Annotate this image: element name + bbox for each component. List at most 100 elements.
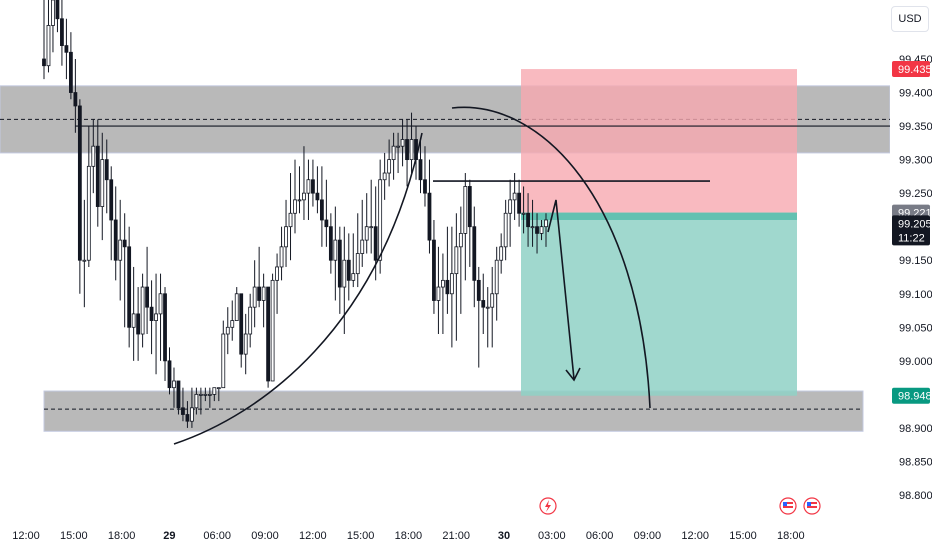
price-tick-label: 99.300	[899, 155, 932, 167]
candle	[270, 273, 275, 382]
candle	[409, 112, 414, 174]
candle	[225, 307, 230, 355]
lightning-event-icon[interactable]	[539, 497, 557, 515]
candle	[454, 213, 459, 341]
candle	[503, 199, 508, 261]
candle	[207, 387, 212, 408]
candle	[230, 300, 235, 341]
candle	[275, 253, 279, 314]
stop-loss-area[interactable]	[521, 69, 797, 213]
time-tick-label: 15:00	[60, 530, 88, 542]
take-profit-area[interactable]	[521, 212, 797, 396]
candle	[158, 273, 163, 361]
candle	[463, 173, 468, 281]
candle	[328, 213, 333, 274]
candle	[82, 199, 87, 308]
candle	[517, 179, 522, 227]
candle	[423, 146, 427, 207]
candle	[499, 233, 504, 274]
candle	[396, 132, 400, 174]
candle	[490, 266, 495, 348]
candle	[436, 246, 441, 335]
candle	[526, 193, 530, 247]
candle	[405, 119, 409, 187]
candle	[337, 226, 342, 314]
candle	[51, 0, 55, 53]
candle	[458, 206, 463, 314]
candle	[369, 179, 374, 254]
candle	[140, 273, 145, 348]
candle	[346, 233, 351, 301]
candle	[521, 186, 526, 234]
candle	[284, 199, 288, 267]
candle	[136, 287, 141, 361]
price-tick-label: 98.850	[899, 456, 932, 468]
candle	[494, 246, 499, 321]
candle	[104, 139, 109, 214]
time-tick-label: 29	[163, 530, 175, 542]
time-tick-label: 30	[498, 530, 510, 542]
candle	[508, 179, 513, 247]
candle	[64, 18, 69, 80]
candle	[279, 226, 284, 281]
events-layer	[539, 497, 821, 515]
candle	[530, 199, 535, 247]
candle	[234, 287, 239, 321]
candle	[73, 59, 78, 133]
price-tag: 99.435	[892, 61, 932, 78]
candle	[131, 266, 136, 361]
time-tick-label: 12:00	[299, 530, 327, 542]
candle	[167, 347, 172, 395]
us-flag-event-icon[interactable]	[803, 497, 821, 515]
price-tag-label: 99.205	[898, 218, 932, 230]
entry-band	[521, 212, 797, 220]
candle	[261, 273, 266, 328]
candle	[333, 206, 338, 301]
candle	[248, 293, 253, 348]
drawings-layer	[75, 106, 890, 445]
candle	[351, 233, 356, 288]
candle	[449, 226, 454, 348]
time-tick-label: 15:00	[347, 530, 375, 542]
candle	[190, 387, 194, 428]
candle	[154, 273, 158, 375]
time-tick-label: 12:00	[12, 530, 40, 542]
time-tick-label: 09:00	[634, 530, 662, 542]
candle	[216, 387, 221, 402]
candle	[68, 32, 73, 100]
candle	[355, 213, 360, 288]
price-axis[interactable]: 99.45099.40099.35099.30099.25099.15099.1…	[890, 0, 932, 522]
candle	[476, 266, 481, 368]
candle	[441, 253, 445, 335]
price-tag: 98.948	[892, 387, 932, 404]
curve-rounded-bottom[interactable]	[173, 132, 423, 445]
time-axis[interactable]: 12:00 15:00 18:00 29 06:00 09:00 12:00 15:00 18:…	[0, 522, 890, 550]
time-tick-label: 09:00	[251, 530, 279, 542]
price-tick-label: 99.050	[899, 322, 932, 334]
price-tick-label: 99.150	[899, 255, 932, 267]
candle	[288, 173, 293, 261]
us-flag-event-icon[interactable]	[779, 497, 797, 515]
candle	[109, 166, 114, 261]
candle	[42, 0, 46, 80]
candle	[252, 260, 257, 328]
price-tag-label: 98.948	[898, 391, 932, 403]
candle	[122, 213, 127, 328]
arrow-path[interactable]	[547, 199, 575, 380]
time-tick-label: 15:00	[729, 530, 757, 542]
support-zone[interactable]	[43, 390, 864, 432]
candle	[382, 152, 387, 200]
time-tick-label: 21:00	[442, 530, 470, 542]
candle	[163, 287, 167, 381]
candle	[113, 186, 118, 281]
price-tick-label: 98.800	[899, 490, 932, 502]
candle	[391, 132, 396, 180]
price-tick-label: 99.000	[899, 356, 932, 368]
short-position-tool[interactable]	[521, 69, 797, 396]
time-tick-label: 12:00	[681, 530, 709, 542]
currency-button[interactable]: USD	[891, 6, 929, 32]
curve-arc-down[interactable]	[451, 106, 651, 409]
price-tick-label: 99.100	[899, 289, 932, 301]
